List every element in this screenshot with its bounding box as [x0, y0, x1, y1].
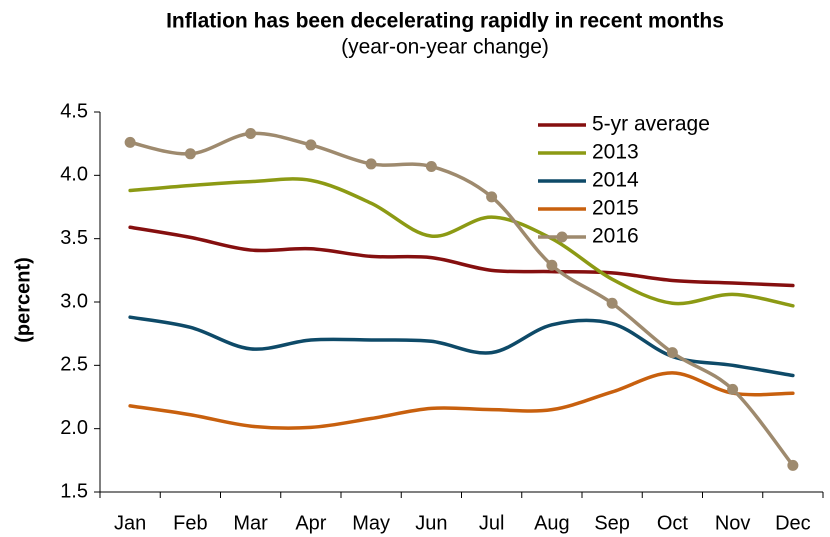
x-tick-label: Sep	[594, 512, 630, 534]
x-tick-label: Feb	[173, 512, 207, 534]
marker	[546, 259, 558, 271]
marker	[486, 191, 498, 203]
y-tick-label: 2.0	[60, 417, 88, 439]
y-tick-label: 4.5	[60, 100, 88, 122]
marker	[606, 297, 618, 309]
legend-label: 2015	[592, 197, 639, 220]
marker	[245, 128, 257, 140]
legend-marker	[556, 231, 568, 243]
legend-label: 2014	[592, 169, 639, 192]
marker	[425, 160, 437, 172]
x-tick-label: Oct	[657, 512, 689, 534]
line	[128, 225, 795, 288]
x-tick-label: May	[352, 512, 390, 534]
chart-title: Inflation has been decelerating rapidly …	[166, 10, 724, 33]
y-tick-label: 3.0	[60, 290, 88, 312]
marker	[727, 383, 739, 395]
marker	[305, 139, 317, 151]
x-tick-label: Mar	[233, 512, 268, 534]
marker	[184, 148, 196, 160]
x-tick-label: Jul	[479, 512, 505, 534]
x-tick-label: Nov	[715, 512, 751, 534]
y-tick-label: 3.5	[60, 227, 88, 249]
line	[128, 177, 795, 308]
x-tick-label: Jun	[415, 512, 447, 534]
legend-label: 2013	[592, 141, 639, 164]
line	[128, 371, 795, 430]
y-tick-label: 1.5	[60, 480, 88, 502]
legend-label: 5-yr average	[592, 113, 710, 136]
x-tick-label: Dec	[775, 512, 811, 534]
y-tick-label: 4.0	[60, 164, 88, 186]
chart-subtitle: (year-on-year change)	[341, 36, 549, 59]
y-tick-label: 2.5	[60, 354, 88, 376]
x-tick-label: Apr	[295, 512, 326, 534]
x-tick-label: Jan	[114, 512, 146, 534]
x-tick-label: Aug	[534, 512, 570, 534]
marker	[666, 347, 678, 359]
legend-label: 2016	[592, 225, 639, 248]
marker	[124, 136, 136, 148]
marker	[365, 158, 377, 170]
marker	[787, 459, 799, 471]
y-axis-label: (percent)	[12, 257, 34, 343]
